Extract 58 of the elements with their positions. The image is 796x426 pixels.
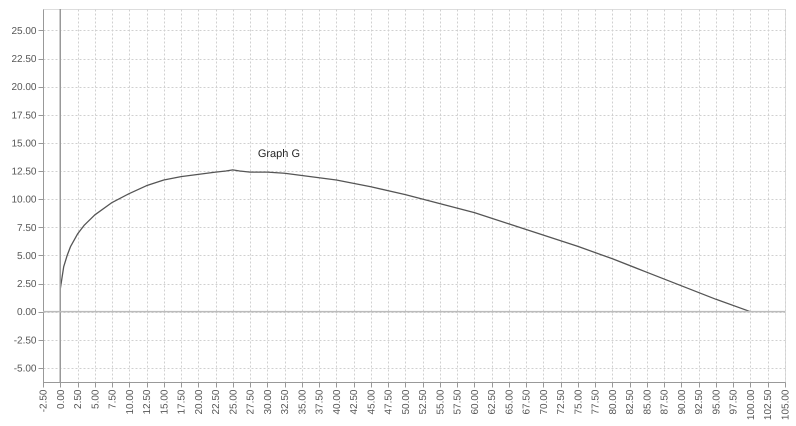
y-tick-label: 10.00 bbox=[11, 194, 37, 206]
x-tick-label: 77.50 bbox=[590, 389, 602, 415]
x-tick-label: 37.50 bbox=[314, 389, 326, 415]
x-tick-label: 2.50 bbox=[73, 389, 84, 409]
x-tick-label: 97.50 bbox=[728, 389, 740, 415]
x-tick-label: 30.00 bbox=[262, 389, 274, 415]
x-tick-label: 75.00 bbox=[573, 389, 584, 415]
x-tick-label: 50.00 bbox=[400, 389, 412, 415]
x-tick-label: 82.50 bbox=[625, 389, 636, 415]
x-tick-label: 32.50 bbox=[280, 389, 292, 415]
x-tick-label: 90.00 bbox=[676, 389, 688, 415]
x-tick-label: 102.50 bbox=[763, 389, 774, 420]
x-tick-label: 92.50 bbox=[694, 389, 706, 415]
x-tick-label: 105.00 bbox=[780, 389, 792, 420]
x-tick-label: 12.50 bbox=[142, 389, 154, 415]
y-tick-label: 25.00 bbox=[11, 26, 37, 37]
x-tick-label: 10.00 bbox=[124, 389, 136, 415]
x-tick-label: 67.50 bbox=[522, 389, 533, 415]
x-tick-label: 42.50 bbox=[349, 389, 360, 415]
x-tick-label: 27.50 bbox=[246, 389, 257, 415]
x-tick-label: 0.00 bbox=[56, 389, 67, 409]
x-tick-label: 87.50 bbox=[660, 389, 671, 415]
x-tick-label: 17.50 bbox=[176, 389, 188, 415]
x-tick-label: 95.00 bbox=[711, 389, 722, 415]
y-tick-label: 22.50 bbox=[11, 54, 37, 66]
y-tick-label: 17.50 bbox=[11, 110, 37, 122]
y-tick-label: -5.00 bbox=[14, 363, 37, 374]
x-tick-label: 72.50 bbox=[556, 389, 568, 415]
x-tick-label: 40.00 bbox=[332, 389, 343, 415]
x-tick-label: 52.50 bbox=[418, 389, 430, 415]
x-tick-label: 65.00 bbox=[504, 389, 516, 415]
x-tick-label: 57.50 bbox=[452, 389, 464, 415]
y-tick-label: 20.00 bbox=[11, 82, 37, 94]
y-tick-label: -2.50 bbox=[14, 335, 37, 346]
x-tick-label: 5.00 bbox=[90, 389, 102, 409]
x-tick-label: 47.50 bbox=[384, 389, 395, 415]
y-tick-label: 12.50 bbox=[11, 166, 37, 178]
y-tick-label: 15.00 bbox=[11, 138, 37, 150]
x-tick-label: 25.00 bbox=[228, 389, 240, 415]
x-tick-label: 100.00 bbox=[746, 389, 757, 420]
x-tick-label: 35.00 bbox=[297, 389, 308, 415]
x-tick-label: 70.00 bbox=[538, 389, 550, 415]
y-tick-label: 2.50 bbox=[17, 279, 37, 290]
y-tick-label: 0.00 bbox=[17, 307, 37, 318]
x-tick-label: 45.00 bbox=[366, 389, 378, 415]
series-label: Graph G bbox=[258, 148, 300, 160]
x-tick-label: 60.00 bbox=[470, 389, 481, 415]
line-series bbox=[60, 169, 752, 312]
x-tick-label: 22.50 bbox=[211, 389, 222, 415]
x-tick-label: 15.00 bbox=[159, 389, 170, 415]
x-tick-label: 85.00 bbox=[642, 389, 654, 415]
y-tick-label: 5.00 bbox=[17, 250, 37, 262]
x-tick-label: 7.50 bbox=[108, 389, 119, 409]
x-tick-label: 80.00 bbox=[608, 389, 619, 415]
y-tick-label: 7.50 bbox=[17, 222, 37, 234]
x-tick-label: 20.00 bbox=[194, 389, 205, 415]
x-tick-label: 62.50 bbox=[487, 389, 498, 415]
x-tick-label: 55.00 bbox=[435, 389, 446, 415]
